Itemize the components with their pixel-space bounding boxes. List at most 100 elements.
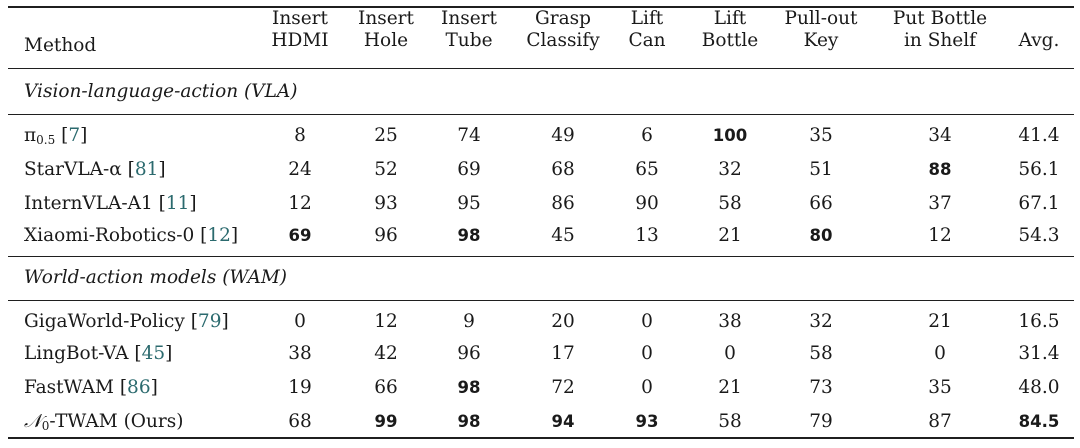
avg-value: 67.1 xyxy=(1018,193,1060,214)
cite-bracket: [ xyxy=(190,311,198,332)
score-cell: 0 xyxy=(641,311,653,332)
score-cell: 0 xyxy=(641,377,653,398)
method-name: InternVLA-A1 [11] xyxy=(24,186,197,222)
method-label: Xiaomi-Robotics-0 xyxy=(24,225,195,246)
score-cell: 68 xyxy=(551,159,575,180)
score-cell: 35 xyxy=(928,377,952,398)
cite-bracket: ] xyxy=(221,311,229,332)
score-cell: 34 xyxy=(928,125,952,146)
score-cell: 37 xyxy=(928,193,952,214)
header-col-8: Avg. xyxy=(969,8,1080,52)
score-cell: 38 xyxy=(288,343,312,364)
score-cell: 96 xyxy=(374,225,398,246)
score-cell: 88 xyxy=(928,160,952,179)
score-cell: 12 xyxy=(928,225,952,246)
score-cell: 65 xyxy=(635,159,659,180)
score-cell: 100 xyxy=(712,126,748,145)
citation-link[interactable]: 79 xyxy=(197,311,222,332)
method-name: Xiaomi-Robotics-0 [12] xyxy=(24,218,238,254)
table-row: 𝒩0-TWAM (Ours) 68 99 98 94 93 58 79 87 84.5 xyxy=(0,404,1080,440)
avg-value: 41.4 xyxy=(1018,125,1060,146)
citation-link[interactable]: 12 xyxy=(207,225,231,246)
cite-bracket: ] xyxy=(80,125,88,146)
method-label: FastWAM xyxy=(24,377,114,398)
cite-bracket: ] xyxy=(189,193,197,214)
score-cell: 69 xyxy=(457,159,481,180)
header-col-5: Lift Bottle xyxy=(660,8,800,52)
table-row: StarVLA-α [81] 24 52 69 68 65 32 51 88 56.1 xyxy=(0,152,1080,188)
score-cell: 0 xyxy=(641,343,653,364)
score-cell: 45 xyxy=(551,225,575,246)
table-row: InternVLA-A1 [11] 12 93 95 86 90 58 66 37 67.1 xyxy=(0,186,1080,222)
header-col-line2: Hole xyxy=(363,30,409,51)
citation-link[interactable]: 11 xyxy=(165,193,190,214)
header-col-1: Insert Hole xyxy=(316,8,456,52)
avg-value: 54.3 xyxy=(1018,225,1060,246)
section-title-wam: World-action models (WAM) xyxy=(24,267,288,288)
table-row: LingBot-VA [45] 38 42 96 17 0 0 58 0 31.4 xyxy=(0,336,1080,372)
header-col-line2: Classify xyxy=(526,30,600,51)
cite-bracket: [ xyxy=(119,377,128,398)
citation-link[interactable]: 7 xyxy=(68,125,81,146)
score-cell: 66 xyxy=(809,193,833,214)
top-rule xyxy=(8,6,1074,8)
score-cell: 95 xyxy=(457,193,481,214)
citation-link[interactable]: 45 xyxy=(141,343,166,364)
header-col-line1: Insert xyxy=(272,8,328,29)
header-col-line1: Grasp xyxy=(535,8,591,29)
score-cell: 12 xyxy=(374,311,398,332)
score-cell: 58 xyxy=(809,343,833,364)
score-cell: 49 xyxy=(551,125,575,146)
method-suffix: -TWAM (Ours) xyxy=(49,411,184,432)
header-col-0: Insert HDMI xyxy=(230,8,370,52)
score-cell: 9 xyxy=(463,311,475,332)
score-cell: 32 xyxy=(809,311,833,332)
score-cell: 42 xyxy=(374,343,398,364)
header-col-line1: Lift xyxy=(630,8,664,29)
method-name: 𝒩0-TWAM (Ours) xyxy=(24,404,183,440)
method-label: GigaWorld-Policy xyxy=(24,311,185,332)
cite-bracket: [ xyxy=(134,343,142,364)
method-name: π0.5 [7] xyxy=(24,118,87,154)
score-cell: 0 xyxy=(934,343,946,364)
score-cell: 90 xyxy=(635,193,659,214)
header-rule xyxy=(8,68,1074,69)
method-label: LingBot-VA xyxy=(24,343,129,364)
avg-value: 56.1 xyxy=(1018,159,1060,180)
header-col-line1: Insert xyxy=(358,8,414,29)
score-cell: 93 xyxy=(374,193,398,214)
score-cell: 21 xyxy=(718,377,742,398)
header-col-line2: Key xyxy=(803,30,839,51)
method-name: LingBot-VA [45] xyxy=(24,336,172,372)
citation-link[interactable]: 81 xyxy=(134,159,159,180)
method-subscript: 0.5 xyxy=(36,133,56,147)
header-col-line1: Pull-out xyxy=(784,8,858,29)
score-cell: 21 xyxy=(718,225,742,246)
header-col-7: Put Bottle in Shelf xyxy=(870,8,1010,52)
score-cell: 80 xyxy=(809,226,833,245)
header-method: Method xyxy=(24,35,97,56)
score-cell: 94 xyxy=(551,412,575,431)
cite-bracket: ] xyxy=(150,377,158,398)
method-subscript: 0 xyxy=(41,419,50,433)
table-header: Method Insert HDMI Insert Hole Insert Tube Gra… xyxy=(0,8,1080,64)
score-cell: 52 xyxy=(374,159,398,180)
method-label: InternVLA-A1 xyxy=(24,193,153,214)
citation-link[interactable]: 86 xyxy=(127,377,151,398)
avg-value: 84.5 xyxy=(1018,412,1060,431)
score-cell: 98 xyxy=(457,226,481,245)
avg-value: 16.5 xyxy=(1018,311,1060,332)
header-col-line2: Can xyxy=(628,30,666,51)
table-row: Xiaomi-Robotics-0 [12] 69 96 98 45 13 21 80 12 54… xyxy=(0,218,1080,254)
score-cell: 24 xyxy=(288,159,312,180)
header-col-6: Pull-out Key xyxy=(751,8,891,52)
method-name: FastWAM [86] xyxy=(24,370,158,406)
score-cell: 25 xyxy=(374,125,398,146)
score-cell: 79 xyxy=(809,411,833,432)
table-row: π0.5 [7] 8 25 74 49 6 100 35 34 41.4 xyxy=(0,118,1080,154)
score-cell: 8 xyxy=(294,125,306,146)
method-label: StarVLA-α xyxy=(24,159,122,180)
header-col-line2: HDMI xyxy=(271,30,329,51)
method-name: StarVLA-α [81] xyxy=(24,152,166,188)
cite-bracket: [ xyxy=(61,125,69,146)
